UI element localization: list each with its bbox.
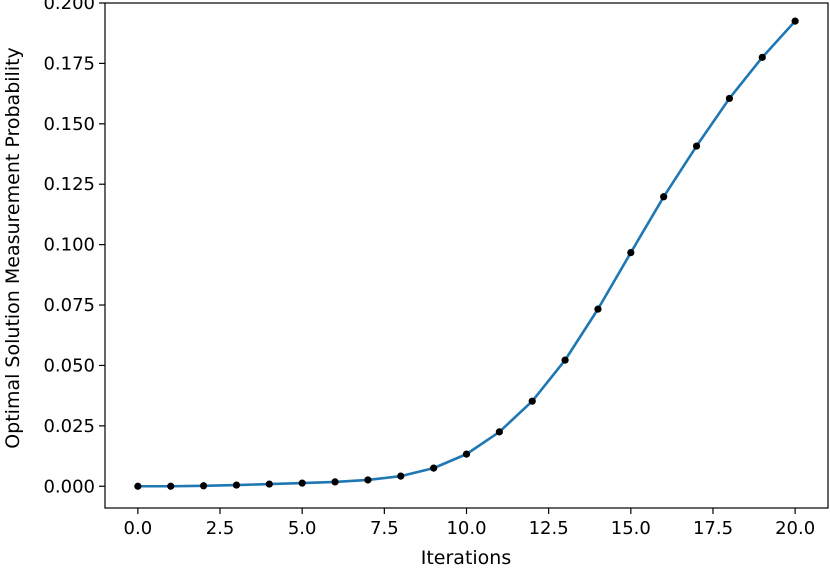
y-tick-label: 0.000 (43, 476, 95, 497)
data-point (397, 472, 405, 480)
y-tick-label: 0.150 (43, 114, 95, 135)
data-point (364, 476, 372, 484)
y-tick-label: 0.025 (43, 416, 95, 437)
x-tick-label: 15.0 (611, 518, 651, 539)
data-point (265, 480, 273, 488)
data-point (134, 482, 142, 490)
x-tick-label: 17.5 (693, 518, 733, 539)
data-point (725, 94, 734, 103)
data-point (627, 249, 635, 257)
y-tick-label: 0.075 (43, 295, 95, 316)
data-point (692, 142, 701, 150)
data-point (462, 450, 471, 458)
data-point (660, 193, 668, 201)
data-point (758, 53, 766, 61)
data-point (495, 428, 503, 436)
x-tick-label: 7.5 (370, 518, 399, 539)
x-tick-label: 0.0 (124, 518, 153, 539)
data-point (199, 482, 208, 490)
x-tick-label: 2.5 (206, 518, 235, 539)
x-axis-label: Iterations (421, 547, 512, 569)
axes: 0.0 2.5 5.0 7.5 10.0 12.5 15.0 17.5 20.0 0.000 0.0… (43, 0, 829, 539)
x-tick-label: 10.0 (446, 518, 486, 539)
data-point (331, 478, 339, 486)
axes-frame (104, 2, 829, 509)
y-tick-label: 0.050 (43, 355, 95, 376)
x-tick-label: 5.0 (288, 518, 317, 539)
data-point (791, 17, 799, 25)
data-point (298, 479, 306, 487)
x-tick-label: 20.0 (775, 518, 815, 539)
y-tick-label: 0.200 (43, 0, 95, 14)
y-tick-label: 0.175 (43, 53, 95, 74)
data-point (594, 305, 602, 313)
data-point (232, 481, 241, 489)
data-point (430, 464, 438, 472)
plot-area (134, 17, 799, 490)
data-point (528, 397, 536, 405)
y-tick-label: 0.125 (43, 174, 95, 195)
series-line (136, 19, 797, 488)
y-axis-label: Optimal Solution Measurement Probability (2, 47, 24, 449)
x-tick-label: 12.5 (529, 518, 569, 539)
data-point (167, 482, 175, 490)
data-point (561, 356, 569, 364)
y-tick-label: 0.100 (43, 235, 95, 256)
